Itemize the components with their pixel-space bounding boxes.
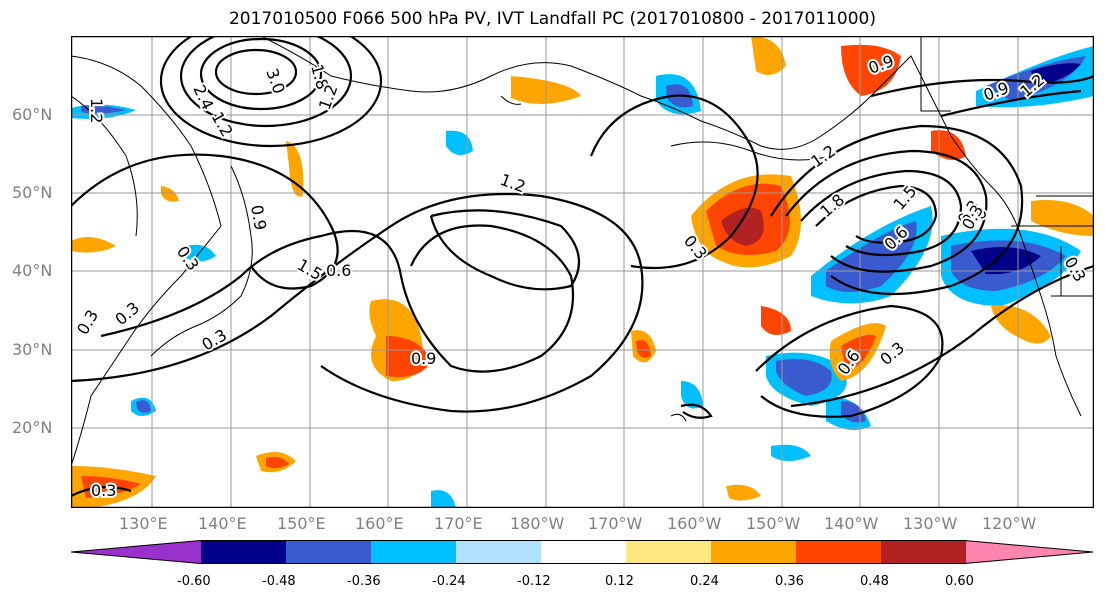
colorbar-extend-min <box>71 540 201 564</box>
pv-contours <box>71 36 1094 497</box>
lat-label: 50°N <box>12 183 53 202</box>
colorbar-tick-label: -0.24 <box>432 574 466 589</box>
lat-label: 40°N <box>12 261 53 280</box>
colorbar-extend-max <box>966 540 1094 564</box>
colorbar-tick-label: 0.24 <box>690 574 719 589</box>
lon-label: 160°W <box>667 514 722 533</box>
lon-label: 160°E <box>355 514 404 533</box>
colorbar-tick-label: 0.12 <box>605 574 634 589</box>
map-frame <box>71 36 1094 508</box>
colorbar-segment <box>626 540 712 564</box>
lon-label: 130°W <box>903 514 958 533</box>
colorbar-tick-label: 0.48 <box>860 574 889 589</box>
contour-label: 0.9 <box>411 349 436 368</box>
lon-label: 130°E <box>119 514 168 533</box>
lon-label: 150°W <box>746 514 801 533</box>
grid-lines <box>71 36 1094 508</box>
lon-label: 140°W <box>824 514 879 533</box>
lat-label: 20°N <box>12 418 53 437</box>
lat-label: 60°N <box>12 105 53 124</box>
map-panel: 1.2 2.4 3.0 1.8 1.2 1.2 0.9 0.3 0.6 1.2 … <box>71 36 1094 508</box>
colorbar-segment <box>201 540 287 564</box>
contour-label: 0.6 <box>326 261 351 280</box>
coastlines <box>71 36 1094 467</box>
lon-label: 140°E <box>198 514 247 533</box>
colorbar <box>71 540 1094 564</box>
colorbar-segment <box>286 540 372 564</box>
contour-label: 0.3 <box>91 481 116 500</box>
lon-label: 180°W <box>510 514 565 533</box>
colorbar-segment <box>541 540 627 564</box>
colorbar-tick-label: -0.36 <box>347 574 381 589</box>
contour-label: 1.2 <box>87 98 106 123</box>
map-title: 2017010500 F066 500 hPa PV, IVT Landfall… <box>228 9 876 29</box>
colorbar-tick-label: -0.60 <box>177 574 211 589</box>
colorbar-tick-label: -0.48 <box>262 574 296 589</box>
colorbar-tick-label: 0.36 <box>775 574 804 589</box>
colorbar-segment <box>456 540 542 564</box>
colorbar-segment <box>796 540 882 564</box>
colorbar-tick-label: -0.12 <box>517 574 551 589</box>
lon-label: 170°E <box>434 514 483 533</box>
lat-label: 30°N <box>12 340 53 359</box>
colorbar-tick-label: 0.60 <box>945 574 974 589</box>
lon-label: 120°W <box>982 514 1037 533</box>
colorbar-segment <box>371 540 457 564</box>
lon-label: 170°W <box>588 514 643 533</box>
colorbar-segment <box>881 540 967 564</box>
lon-label: 150°E <box>277 514 326 533</box>
colorbar-segment <box>711 540 797 564</box>
